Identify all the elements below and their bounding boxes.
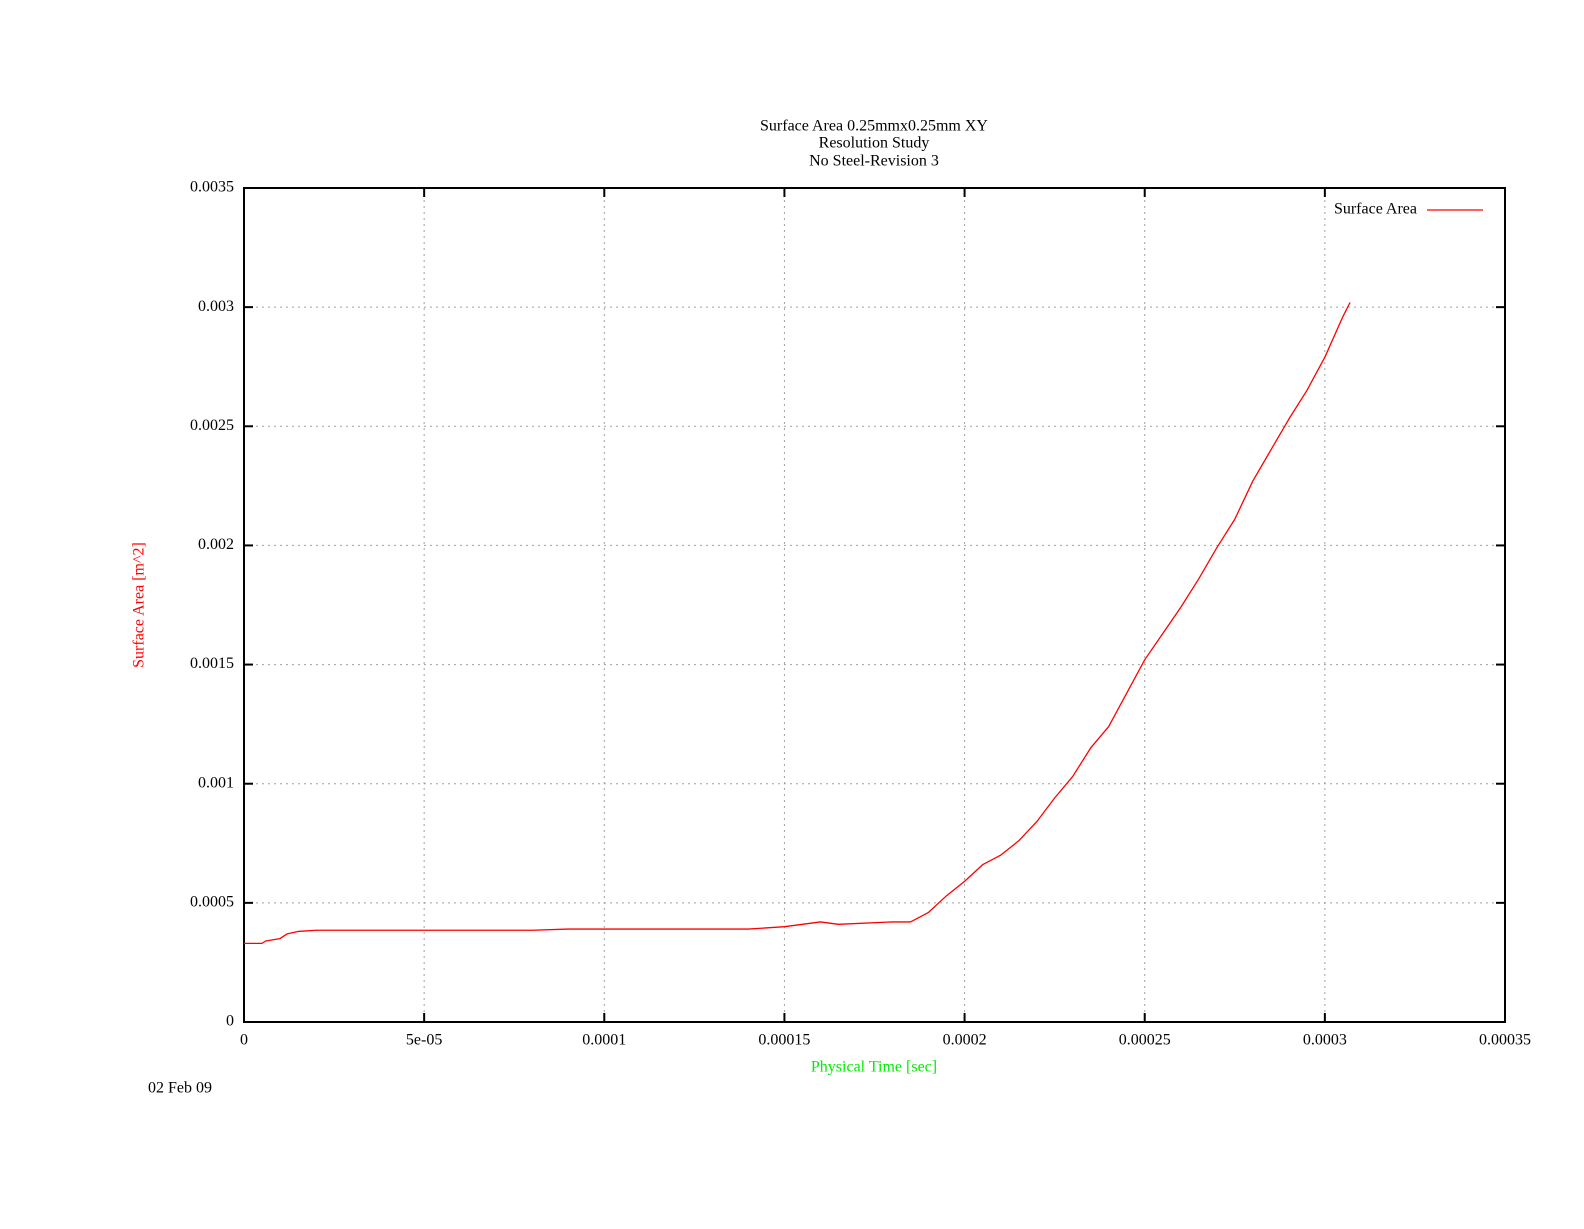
y-tick-label: 0.003 xyxy=(198,298,234,315)
x-tick-label: 5e-05 xyxy=(406,1032,442,1049)
x-tick-label: 0.0003 xyxy=(1303,1032,1347,1049)
date-stamp: 02 Feb 09 xyxy=(148,1080,212,1097)
x-tick-label: 0.00035 xyxy=(1479,1032,1531,1049)
data-line xyxy=(244,302,1351,945)
y-tick-label: 0.002 xyxy=(198,536,234,553)
legend-label: Surface Area xyxy=(1334,201,1417,218)
x-tick-label: 0 xyxy=(240,1032,248,1049)
y-tick-label: 0.001 xyxy=(198,774,234,791)
x-axis-label: Physical Time [sec] xyxy=(811,1059,937,1076)
y-tick-label: 0 xyxy=(226,1013,234,1030)
x-tick-label: 0.0002 xyxy=(943,1032,987,1049)
chart-title: No Steel-Revision 3 xyxy=(809,153,939,170)
y-tick-label: 0.0025 xyxy=(190,417,234,434)
plot-border xyxy=(243,187,1506,1023)
y-tick-label: 0.0015 xyxy=(190,655,234,672)
y-tick-label: 0.0005 xyxy=(190,894,234,911)
y-tick-label: 0.0035 xyxy=(190,179,234,196)
chart-title: Surface Area 0.25mmx0.25mm XY xyxy=(760,118,988,135)
x-tick-label: 0.00015 xyxy=(758,1032,810,1049)
x-tick-label: 0.0001 xyxy=(582,1032,626,1049)
chart-title: Resolution Study xyxy=(819,135,930,152)
y-axis-label: Surface Area [m^2] xyxy=(131,542,148,668)
x-tick-label: 0.00025 xyxy=(1119,1032,1171,1049)
